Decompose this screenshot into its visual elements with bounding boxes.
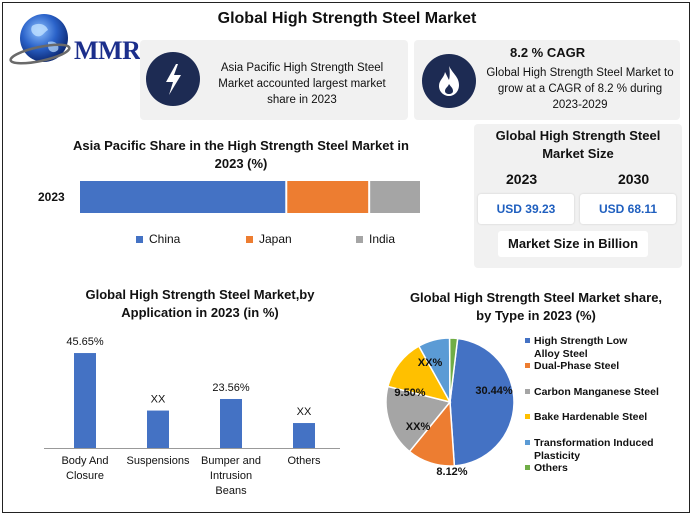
data-label: 45.65% xyxy=(66,336,104,348)
market-size-title: Global High Strength Steel Market Size xyxy=(495,128,661,161)
legend-label: Transformation Induced Plasticity xyxy=(534,437,654,462)
logo-text: MMR xyxy=(74,36,141,65)
data-label: 23.56% xyxy=(212,382,250,394)
year-2030: 2030 xyxy=(618,171,650,187)
legend-swatch xyxy=(525,363,530,368)
legend-label: Bake Hardenable Steel xyxy=(534,411,647,423)
card-text: Asia Pacific High Strength Steel Market … xyxy=(218,62,386,106)
legend-swatch xyxy=(246,235,253,243)
pie-slice xyxy=(449,337,515,467)
bar-segment-india xyxy=(370,181,420,213)
legend-swatch xyxy=(356,235,363,243)
slice-label: 9.50% xyxy=(394,387,425,399)
bar xyxy=(147,410,169,448)
lightning-icon xyxy=(146,52,200,106)
legend-item: Japan xyxy=(246,232,292,246)
bar xyxy=(74,353,96,448)
legend-swatch xyxy=(136,235,143,243)
year-2023: 2023 xyxy=(506,171,538,187)
stat-card-cagr: 8.2 % CAGR Global High Strength Steel Ma… xyxy=(414,40,680,120)
value-2023: USD 39.23 xyxy=(478,194,574,224)
category-label: Others xyxy=(287,455,321,467)
legend-label: Japan xyxy=(259,232,292,246)
legend-swatch xyxy=(525,465,530,470)
stacked-bar-chart: 2023 xyxy=(38,181,420,213)
page-title: Global High Strength Steel Market xyxy=(217,10,477,27)
chart-title: Asia Pacific Share in the High Strength … xyxy=(73,138,409,171)
legend-swatch xyxy=(525,338,530,343)
legend-label: India xyxy=(369,232,396,246)
legend-label: High Strength Low Alloy Steel xyxy=(534,335,628,360)
bar-segment-japan xyxy=(287,181,369,213)
bar xyxy=(293,423,315,448)
legend-swatch xyxy=(525,389,530,394)
legend-item: India xyxy=(356,232,395,246)
logo: MMR xyxy=(8,10,141,72)
slice-label: XX% xyxy=(406,421,431,433)
market-size-unit: Market Size in Billion xyxy=(498,231,648,257)
globe-icon xyxy=(9,14,71,65)
application-bar-chart: 45.65% XX 23.56% XX Body And Closure Suspensio… xyxy=(44,336,340,497)
legend-swatch xyxy=(525,440,530,445)
category-label: Bumper and Intrusion Beans xyxy=(201,455,261,497)
category-label: Body And Closure xyxy=(61,455,108,482)
card-text: Global High Strength Steel Market to gro… xyxy=(486,67,674,111)
slice-label: 30.44% xyxy=(475,385,513,397)
data-label: XX xyxy=(151,394,166,406)
legend-item: China xyxy=(136,232,180,246)
legend-label: Others xyxy=(534,462,568,474)
legend-label: China xyxy=(149,232,181,246)
bar-segment-china xyxy=(80,181,286,213)
category-label: Suspensions xyxy=(127,455,190,467)
pie-slice xyxy=(386,385,452,453)
bar xyxy=(220,398,242,448)
stat-card-asia-pacific: Asia Pacific High Strength Steel Market … xyxy=(140,40,408,120)
type-pie-chart: 30.44% 8.12% XX% 9.50% XX% High Strength Low A… xyxy=(386,335,659,478)
chart-title: Global High Strength Steel Market share,… xyxy=(409,290,663,323)
cagr-heading: 8.2 % CAGR xyxy=(510,45,586,60)
slice-label: XX% xyxy=(418,357,443,369)
chart-title: Global High Strength Steel Market,by App… xyxy=(85,287,315,320)
data-label: XX xyxy=(297,406,312,418)
value-2030: USD 68.11 xyxy=(580,194,676,224)
pie-slice xyxy=(448,337,459,403)
legend-swatch xyxy=(525,414,530,419)
slice-label: 8.12% xyxy=(436,466,467,478)
flame-icon xyxy=(422,54,476,108)
legend-label: Dual-Phase Steel xyxy=(534,360,619,372)
category-label: 2023 xyxy=(38,190,65,204)
legend-label: Carbon Manganese Steel xyxy=(534,386,659,398)
